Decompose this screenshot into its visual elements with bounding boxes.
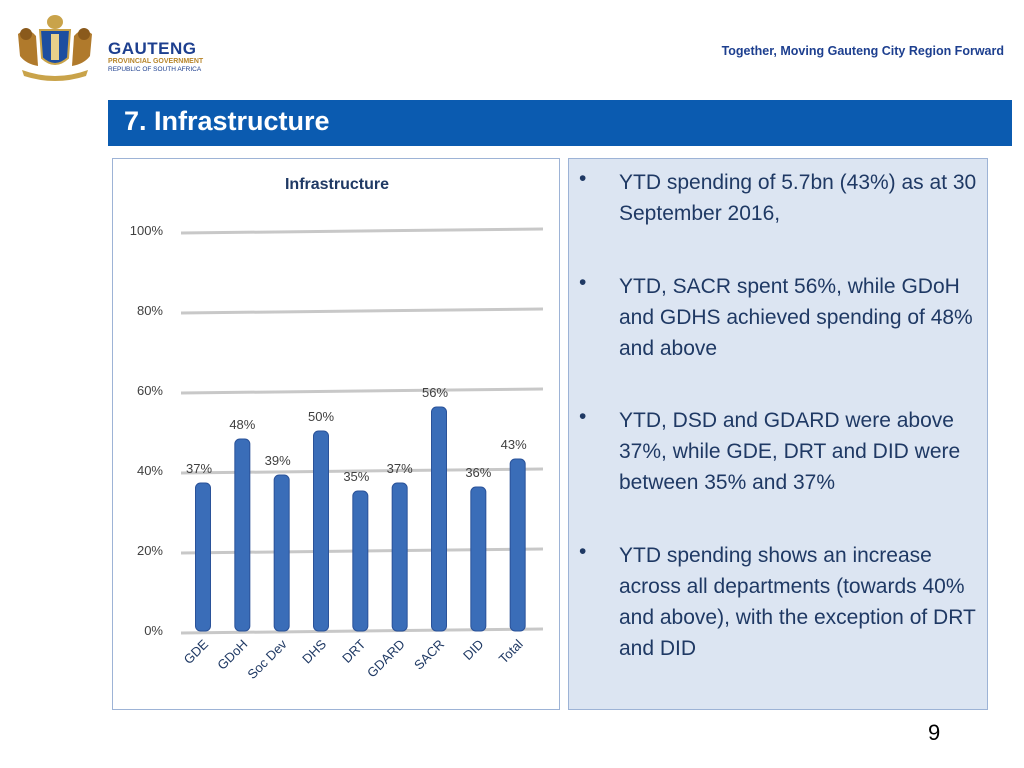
data-label: 37%: [387, 461, 413, 476]
brand-subtitle: PROVINCIAL GOVERNMENT: [108, 58, 204, 65]
bar: [195, 482, 211, 632]
x-tick-label: GDARD: [364, 637, 408, 681]
x-tick-label: GDE: [181, 636, 212, 667]
bullet-marker: •: [579, 271, 587, 294]
bullet-text: YTD, SACR spent 56%, while GDoH and GDHS…: [619, 275, 973, 360]
x-tick-label: SACR: [411, 637, 447, 673]
bar: [431, 406, 447, 632]
x-tick-label: DID: [460, 637, 486, 663]
gridline: [180, 307, 544, 315]
bullet-text: YTD, DSD and GDARD were above 37%, while…: [619, 409, 961, 494]
summary-panel: • YTD spending of 5.7bn (43%) as at 30 S…: [568, 158, 988, 710]
bar: [234, 438, 251, 632]
chart-title: Infrastructure: [285, 176, 389, 193]
bar: [509, 458, 526, 632]
bullet-text: YTD spending shows an increase across al…: [619, 544, 976, 660]
x-tick-label: Total: [496, 636, 526, 666]
bullet-marker: •: [579, 405, 587, 428]
bar: [313, 430, 329, 632]
gauteng-coat-of-arms-icon: [18, 15, 92, 81]
slogan: Together, Moving Gauteng City Region For…: [721, 44, 1004, 58]
page-title: 7. Infrastructure: [124, 106, 330, 136]
page-number: 9: [928, 720, 941, 745]
bullet-marker: •: [579, 540, 587, 563]
data-label: 37%: [186, 461, 212, 476]
bullet-text: YTD spending of 5.7bn (43%) as at 30 Sep…: [619, 171, 977, 225]
bullet-marker: •: [579, 167, 587, 190]
x-tick-label: DHS: [299, 636, 329, 666]
bar: [391, 482, 408, 632]
gridline: [180, 227, 544, 235]
infrastructure-bar-chart: Infrastructure 0% 20% 40% 60% 80% 100% 37% GDE 48…: [130, 176, 544, 682]
brand: GAUTENG PROVINCIAL GOVERNMENT REPUBLIC O…: [108, 40, 203, 74]
y-tick-label: 60%: [137, 383, 163, 398]
y-tick-label: 20%: [137, 543, 163, 558]
data-label: 48%: [229, 417, 255, 432]
y-tick-label: 100%: [130, 223, 164, 238]
data-label: 39%: [265, 453, 291, 468]
data-label: 56%: [422, 385, 448, 400]
x-tick-label: Soc Dev: [244, 636, 290, 682]
y-tick-label: 80%: [137, 303, 163, 318]
brand-country: REPUBLIC OF SOUTH AFRICA: [108, 66, 202, 73]
chart-panel: Infrastructure 0% 20% 40% 60% 80% 100% 37% GDE 48…: [112, 158, 560, 710]
data-label: 36%: [465, 465, 491, 480]
brand-name: GAUTENG: [108, 39, 197, 58]
gridline: [180, 387, 544, 395]
title-bar: 7. Infrastructure: [108, 100, 1012, 146]
y-tick-label: 40%: [137, 463, 163, 478]
data-label: 35%: [343, 469, 369, 484]
data-label: 50%: [308, 409, 334, 424]
x-tick-label: DRT: [339, 636, 368, 665]
header: GAUTENG PROVINCIAL GOVERNMENT REPUBLIC O…: [0, 0, 1024, 90]
x-tick-label: GDoH: [214, 637, 250, 673]
bar: [352, 490, 369, 632]
bar: [273, 474, 290, 632]
data-label: 43%: [501, 437, 527, 452]
y-tick-label: 0%: [144, 623, 163, 638]
bar: [470, 486, 487, 632]
